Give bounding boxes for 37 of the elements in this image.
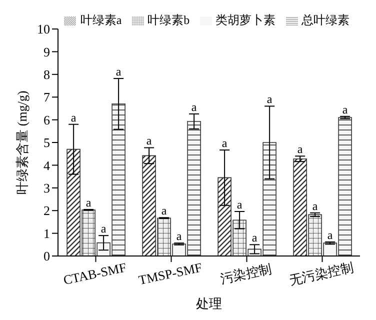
x-tick-label: CTAB-SMF xyxy=(62,260,128,288)
legend-label: 类胡萝卜素 xyxy=(216,13,276,27)
x-axis-title: 处理 xyxy=(196,296,222,311)
y-tick-label: 5 xyxy=(44,135,50,150)
data-label: a xyxy=(191,100,198,114)
y-tick-label: 9 xyxy=(44,44,50,60)
y-tick-label: 0 xyxy=(44,248,50,264)
y-tick-label: 3 xyxy=(44,180,50,196)
x-tick-label: TMSP-SMF xyxy=(137,260,204,288)
y-tick-label: 6 xyxy=(44,112,50,128)
data-label: a xyxy=(327,228,334,242)
legend-label: 总叶绿素 xyxy=(302,13,350,27)
data-label: a xyxy=(252,230,258,245)
y-tick-label: 4 xyxy=(44,158,50,173)
y-tick-label: 7 xyxy=(44,90,50,105)
y-tick-label: 8 xyxy=(44,67,50,82)
data-label: a xyxy=(342,102,348,116)
data-label: a xyxy=(116,64,122,78)
data-label: a xyxy=(161,204,168,218)
data-label: a xyxy=(266,92,273,106)
y-tick-label: 1 xyxy=(44,226,50,241)
x-tick-label: 无污染控制 xyxy=(288,260,355,288)
y-tick-label: 2 xyxy=(44,203,50,218)
y-tick-label: 10 xyxy=(37,22,50,37)
data-label: a xyxy=(100,222,107,236)
data-label: a xyxy=(176,229,182,244)
data-label: a xyxy=(70,110,77,124)
data-label: a xyxy=(222,136,228,150)
x-tick-label: 污染控制 xyxy=(218,260,273,286)
y-axis-title: 叶绿素含量 (mg/g) xyxy=(14,90,30,194)
data-label: a xyxy=(86,195,92,210)
data-label: a xyxy=(236,198,243,212)
data-label: a xyxy=(312,198,318,213)
legend-label: 叶绿素b xyxy=(148,13,190,27)
data-label: a xyxy=(146,134,152,148)
data-label: a xyxy=(297,142,304,156)
legend-label: 叶绿素a xyxy=(80,13,122,27)
